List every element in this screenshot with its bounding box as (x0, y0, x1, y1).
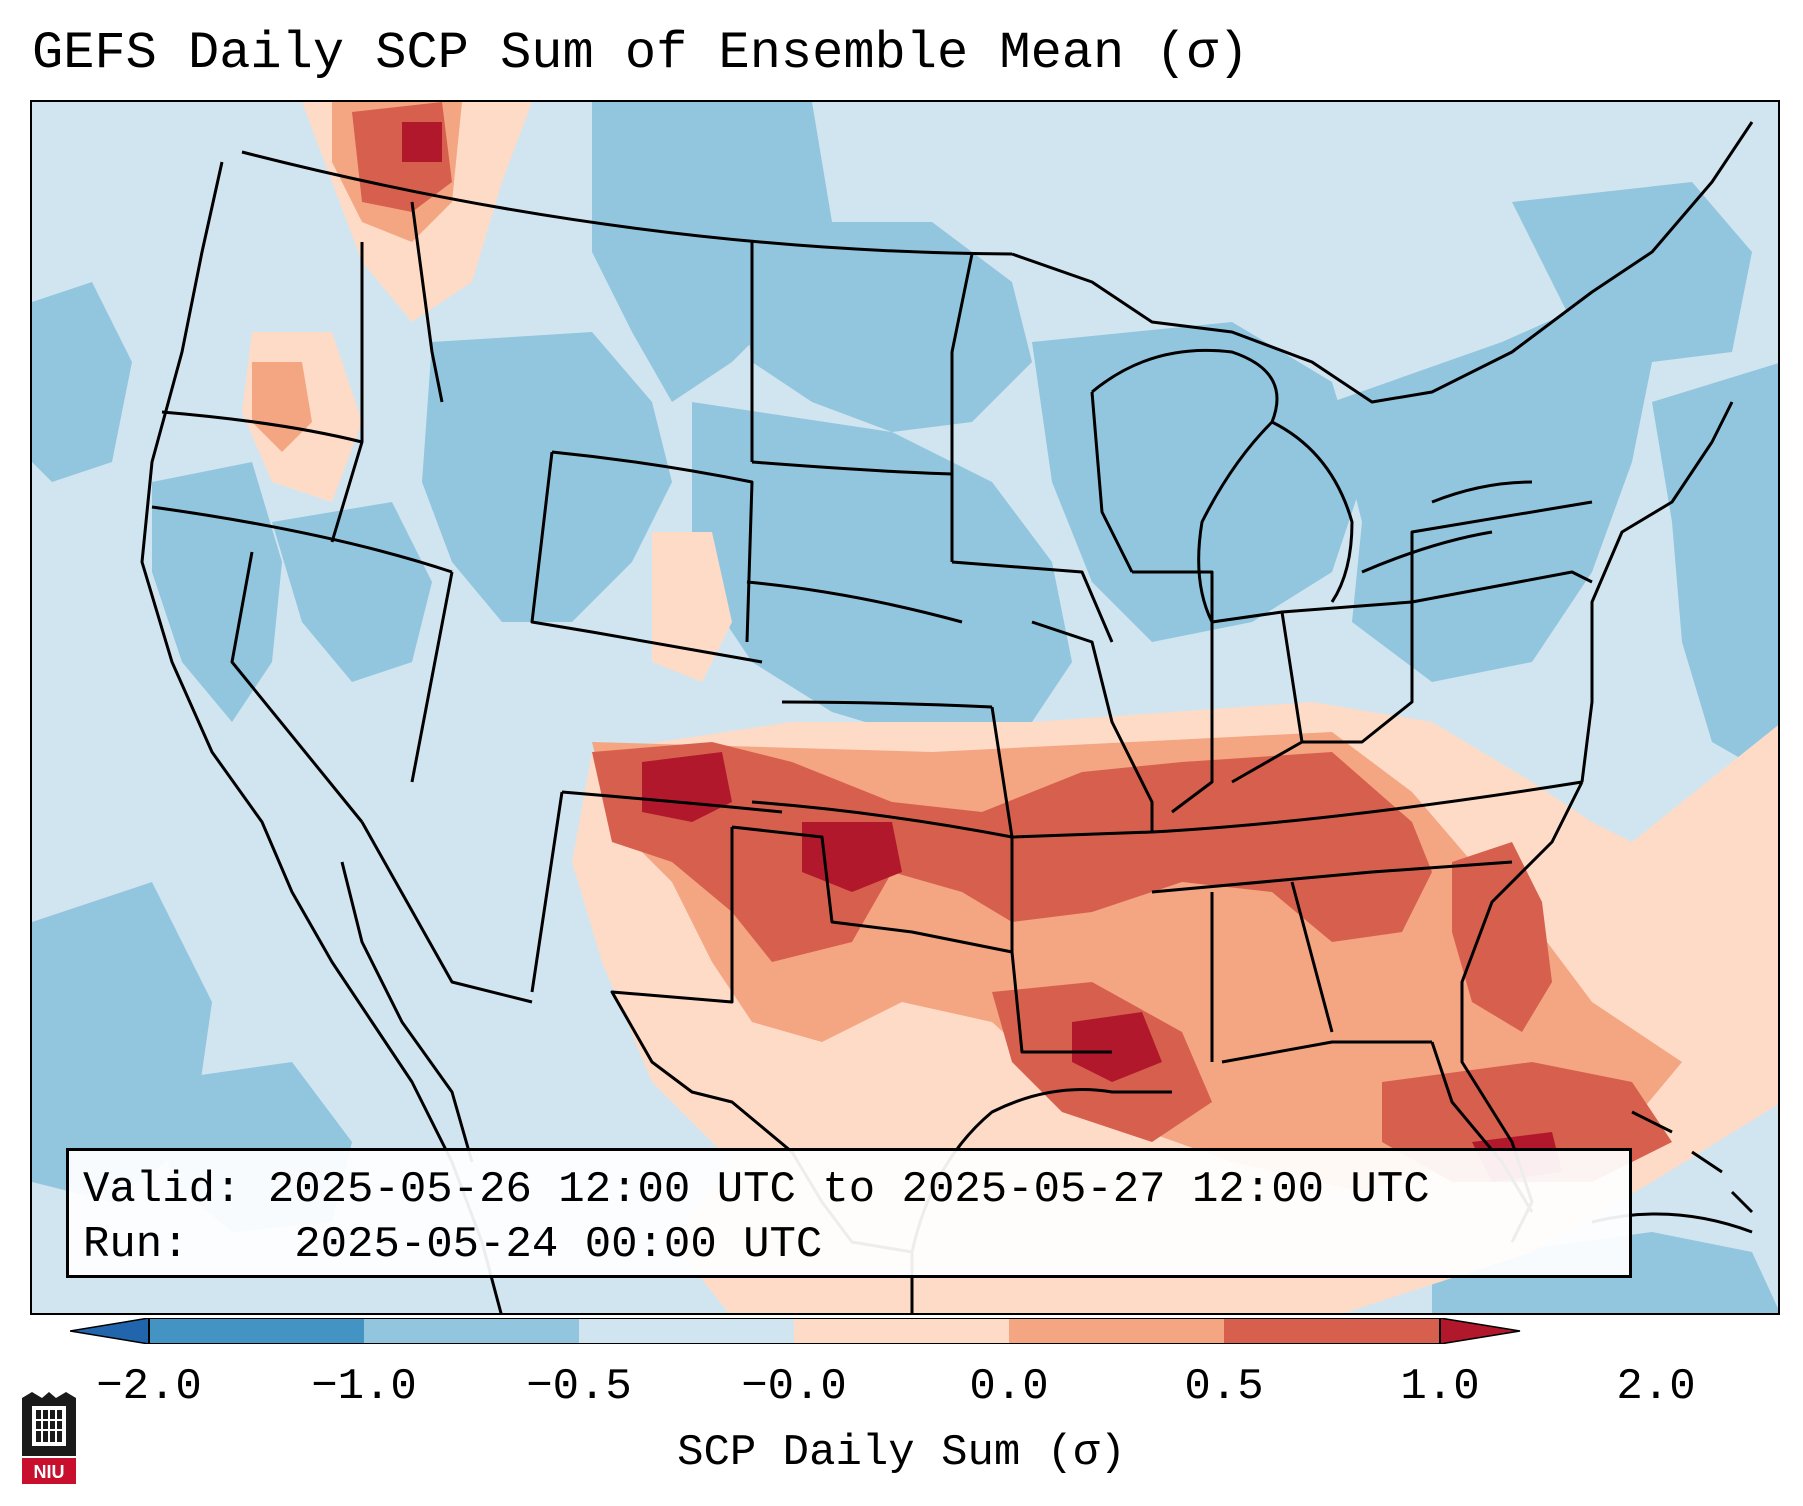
colorbar-tick-label: −2.0 (96, 1362, 202, 1412)
colorbar-tick-label: 0.5 (1184, 1362, 1264, 1412)
colorbar-tick-label: −0.5 (526, 1362, 632, 1412)
colorbar-tick-label: 0.0 (969, 1362, 1049, 1412)
valid-time-box: Valid: 2025-05-26 12:00 UTC to 2025-05-2… (66, 1148, 1632, 1278)
map-title: GEFS Daily SCP Sum of Ensemble Mean (σ) (32, 24, 1249, 83)
run-label: Run: (83, 1220, 189, 1270)
colorbar-over-arrow (1439, 1318, 1521, 1344)
colorbar-segment-4 (794, 1318, 1009, 1344)
colorbar-segment-1 (149, 1318, 364, 1344)
colorbar-tick-label: 2.0 (1616, 1362, 1696, 1412)
svg-text:NIU: NIU (34, 1462, 65, 1482)
colorbar-tick-label: −0.0 (741, 1362, 847, 1412)
colorbar-tick-label: −1.0 (311, 1362, 417, 1412)
colorbar-segment-6 (1224, 1318, 1440, 1344)
run-value: 2025-05-24 00:00 UTC (294, 1220, 823, 1270)
colorbar (70, 1318, 1521, 1344)
colorbar-segment-5 (1009, 1318, 1224, 1344)
colorbar-segment-3 (579, 1318, 794, 1344)
colorbar-label: SCP Daily Sum (σ) (677, 1428, 1126, 1478)
map-panel (30, 100, 1780, 1315)
map-canvas (32, 102, 1778, 1313)
valid-value: 2025-05-26 12:00 UTC to 2025-05-27 12:00… (267, 1165, 1430, 1215)
niu-logo: NIU (22, 1392, 76, 1484)
colorbar-under-arrow (70, 1318, 150, 1344)
colorbar-segment-2 (364, 1318, 579, 1344)
state-boundaries (140, 121, 1754, 1313)
colorbar-tick-label: 1.0 (1400, 1362, 1480, 1412)
colorbar-outline (148, 1318, 1441, 1344)
valid-label: Valid: (83, 1165, 242, 1215)
